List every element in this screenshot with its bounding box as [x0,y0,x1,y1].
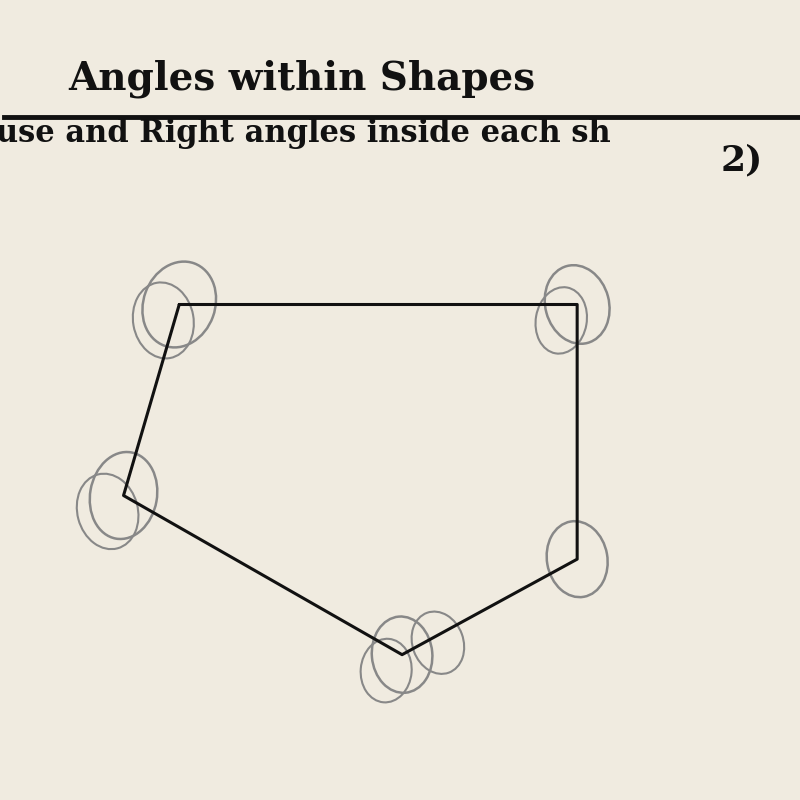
Text: use and Right angles inside each sh: use and Right angles inside each sh [0,118,611,150]
Text: Angles within Shapes: Angles within Shapes [68,59,535,98]
Text: 2): 2) [721,143,762,177]
